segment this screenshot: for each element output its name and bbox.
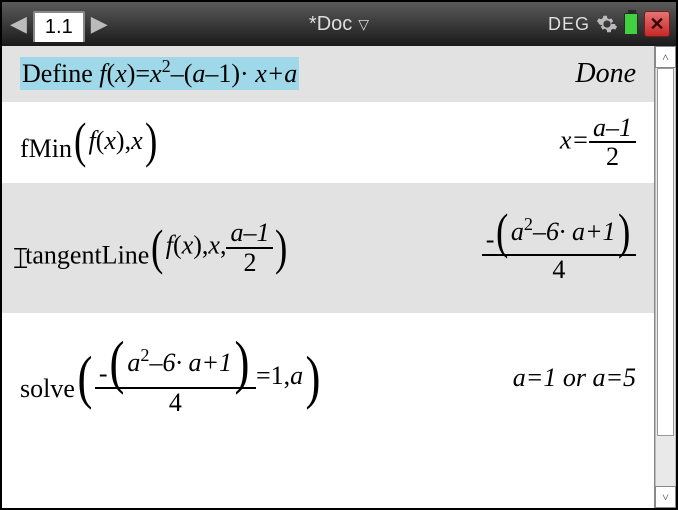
row4-input: solve(-(a2–6· a+1)4=1,a) — [20, 339, 323, 417]
row1-input: Define f(x)=x2–(a–1)· x+a — [20, 59, 299, 89]
work-area: Define f(x)=x2–(a–1)· x+a Done fMin(f(x)… — [2, 46, 676, 508]
doc-title[interactable]: *Doc ▽ — [309, 13, 369, 36]
next-tab-icon[interactable]: ▶ — [87, 11, 112, 37]
row3-output: -(a2–6· a+1) 4 — [482, 212, 636, 283]
row2-input: fMin(f(x),x) — [20, 121, 159, 164]
settings-icon[interactable] — [596, 13, 618, 35]
row4-output: a=1 or a=5 — [513, 363, 636, 393]
vertical-scrollbar[interactable]: ˄ ˅ — [654, 46, 676, 508]
scroll-up-icon[interactable]: ˄ — [655, 46, 676, 68]
history-row-3[interactable]: 𝙸tangentLine(f(x),x,a–12) -(a2–6· a+1) 4 — [2, 183, 654, 313]
prev-tab-icon[interactable]: ◀ — [6, 11, 31, 37]
battery-icon — [624, 13, 638, 35]
angle-mode: DEG — [548, 14, 590, 35]
history-row-2[interactable]: fMin(f(x),x) x=a–12 — [2, 102, 654, 183]
tab-current[interactable]: 1.1 — [33, 11, 85, 42]
row1-output: Done — [575, 58, 636, 90]
text-cursor-icon: 𝙸 — [10, 242, 31, 276]
close-button[interactable]: ✕ — [644, 11, 670, 37]
doc-name: *Doc — [309, 13, 352, 36]
row3-input: 𝙸tangentLine(f(x),x,a–12) — [20, 219, 290, 276]
row2-output: x=a–12 — [560, 114, 636, 171]
scroll-thumb[interactable] — [657, 68, 674, 436]
tab-nav: ◀ 1.1 ▶ — [6, 9, 112, 40]
history-row-1[interactable]: Define f(x)=x2–(a–1)· x+a Done — [2, 46, 654, 102]
history-row-4[interactable]: solve(-(a2–6· a+1)4=1,a) a=1 or a=5 — [2, 313, 654, 443]
scroll-down-icon[interactable]: ˅ — [655, 486, 676, 508]
calc-history: Define f(x)=x2–(a–1)· x+a Done fMin(f(x)… — [2, 46, 654, 508]
scroll-track[interactable] — [655, 68, 676, 486]
title-bar: ◀ 1.1 ▶ *Doc ▽ DEG ✕ — [2, 2, 676, 46]
right-controls: DEG ✕ — [548, 11, 676, 37]
doc-dropdown-icon[interactable]: ▽ — [358, 16, 369, 33]
